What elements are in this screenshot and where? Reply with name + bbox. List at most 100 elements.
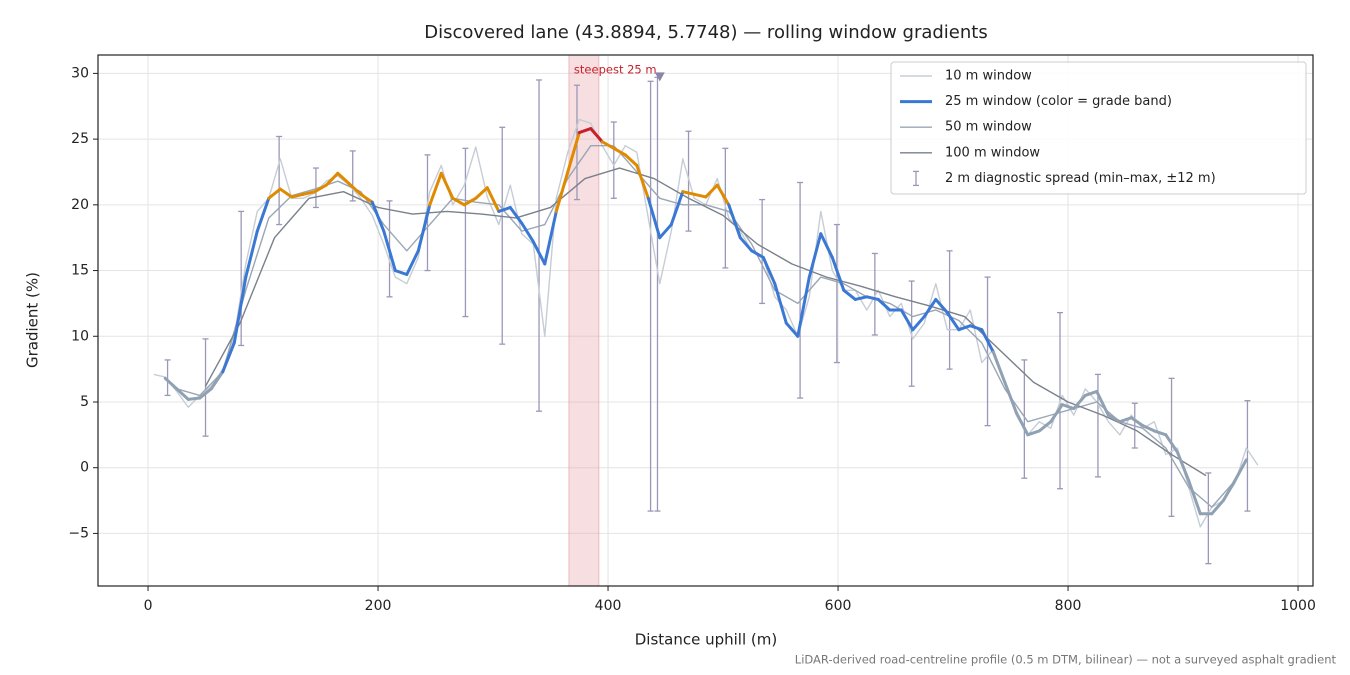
line-segment — [623, 153, 639, 167]
y-tick-label: 20 — [71, 197, 89, 213]
legend: 10 m window 25 m window (color = grade ba… — [890, 61, 1307, 195]
error-bar — [1021, 359, 1028, 479]
line-segment — [784, 321, 800, 338]
line-segment — [1187, 479, 1202, 516]
line-segment — [1141, 424, 1156, 433]
line-segment — [957, 324, 972, 332]
line-segment — [209, 370, 225, 391]
line-segment — [554, 170, 570, 213]
line-segment — [1164, 433, 1179, 454]
line-segment — [301, 190, 317, 196]
line-segment — [577, 127, 593, 135]
line-segment — [1233, 458, 1248, 483]
line-segment — [1014, 411, 1030, 437]
line-segment — [612, 146, 627, 157]
error-bar — [202, 338, 209, 437]
line-segment — [278, 187, 294, 199]
line-segment — [876, 297, 892, 312]
legend-label: 10 m window — [945, 69, 1032, 84]
line-segment — [416, 203, 432, 253]
error-bar — [610, 121, 617, 199]
line-segment — [244, 229, 259, 279]
x-tick-label: 800 — [1055, 598, 1082, 614]
line-segment — [382, 229, 397, 273]
error-bar — [238, 210, 245, 347]
line-segment — [1095, 389, 1110, 417]
line-segment — [727, 203, 742, 240]
y-tick-label: 15 — [71, 263, 89, 279]
line-segment — [1026, 429, 1041, 437]
y-tick-label: 0 — [80, 460, 89, 476]
legend-label: 100 m window — [945, 145, 1040, 160]
line-segment — [474, 186, 489, 200]
error-bar — [984, 276, 991, 427]
line-segment — [968, 324, 984, 332]
error-bar — [536, 79, 543, 412]
line-segment — [405, 249, 420, 276]
line-segment — [428, 171, 443, 207]
line-segment — [543, 209, 558, 266]
line-segment — [899, 308, 915, 332]
line-segment — [221, 341, 236, 374]
error-bar — [462, 147, 469, 318]
line-segment — [681, 190, 696, 196]
chart-title: Discovered lane (43.8894, 5.7748) — roll… — [424, 22, 987, 43]
line-segment — [347, 182, 363, 196]
error-bar — [1244, 400, 1251, 512]
line-segment — [853, 295, 869, 301]
line-segment — [980, 328, 995, 354]
error-bar — [871, 252, 878, 336]
line-segment — [324, 171, 340, 187]
error-bar — [349, 150, 356, 202]
line-segment — [692, 192, 708, 199]
line-segment — [186, 396, 202, 401]
x-tick-label: 200 — [365, 598, 392, 614]
line-segment — [497, 205, 512, 213]
y-tick-label: 10 — [71, 328, 89, 344]
line-segment — [267, 187, 282, 200]
line-segment — [991, 350, 1007, 384]
line-segment — [646, 196, 662, 240]
line-segment — [1221, 479, 1237, 503]
line-segment — [255, 196, 271, 233]
line-segment — [336, 171, 351, 186]
line-segment — [508, 205, 524, 225]
line-segment — [485, 186, 501, 213]
line-segment — [761, 255, 777, 286]
y-tick-label: −5 — [68, 525, 89, 541]
x-tick-label: 0 — [144, 598, 153, 614]
legend-label: 50 m window — [945, 120, 1032, 135]
line-segment — [439, 171, 455, 200]
line-segment — [163, 376, 179, 391]
error-bar — [1094, 373, 1101, 478]
legend-label: 2 m diagnostic spread (min–max, ±12 m) — [945, 171, 1216, 186]
footnote: LiDAR-derived road-centreline profile (0… — [795, 653, 1337, 667]
error-bar — [946, 250, 953, 370]
line-segment — [198, 387, 213, 400]
y-tick-label: 5 — [80, 394, 89, 410]
line-segment — [232, 275, 248, 345]
line-segment — [1060, 403, 1076, 411]
legend-box — [890, 61, 1307, 195]
line-segment — [566, 131, 581, 174]
line-segment — [842, 288, 857, 301]
line-segment — [589, 127, 604, 144]
line-segment — [290, 192, 305, 199]
y-tick-label: 25 — [71, 131, 89, 147]
error-bar — [647, 80, 654, 512]
line-segment — [359, 192, 374, 204]
line-segment — [865, 295, 880, 301]
error-bar — [312, 167, 319, 209]
error-bar — [685, 130, 692, 232]
highlight-label: steepest 25 m — [574, 63, 657, 77]
line-segment — [462, 196, 478, 207]
line-segment — [669, 190, 685, 227]
x-axis-label: Distance uphill (m) — [635, 631, 777, 649]
line-segment — [807, 232, 823, 279]
line-segment — [1175, 450, 1191, 483]
x-tick-label: 400 — [595, 598, 622, 614]
error-bar — [276, 135, 283, 226]
line-segment — [175, 387, 190, 401]
line-segment — [1129, 416, 1145, 428]
